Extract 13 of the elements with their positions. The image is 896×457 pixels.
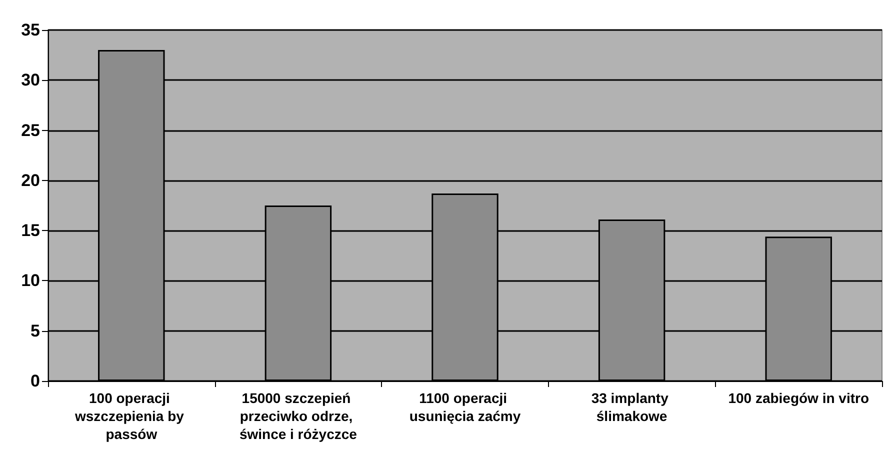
x-tick-label: 100 operacji wszczepienia by passów (74, 390, 188, 442)
y-tick-label: 30 (21, 70, 40, 90)
x-tick-label: 100 zabiegów in vitro (728, 390, 870, 406)
y-tick-label: 25 (21, 120, 40, 140)
x-tick-label: 33 implanty ślimakowe (591, 390, 672, 424)
y-tick-label: 15 (21, 221, 40, 240)
y-tick-label: 5 (30, 321, 40, 340)
y-tick-label: 10 (21, 271, 40, 290)
y-tick-label: 0 (30, 372, 40, 390)
y-tick-label: 35 (21, 20, 40, 40)
x-tick-label: 15000 szczepień przeciwko odrze, śwince i różyczce (239, 390, 358, 442)
x-tick-label: 1100 operacji usunięcia zaćmy (409, 390, 521, 424)
y-tick-label: 20 (21, 170, 40, 190)
